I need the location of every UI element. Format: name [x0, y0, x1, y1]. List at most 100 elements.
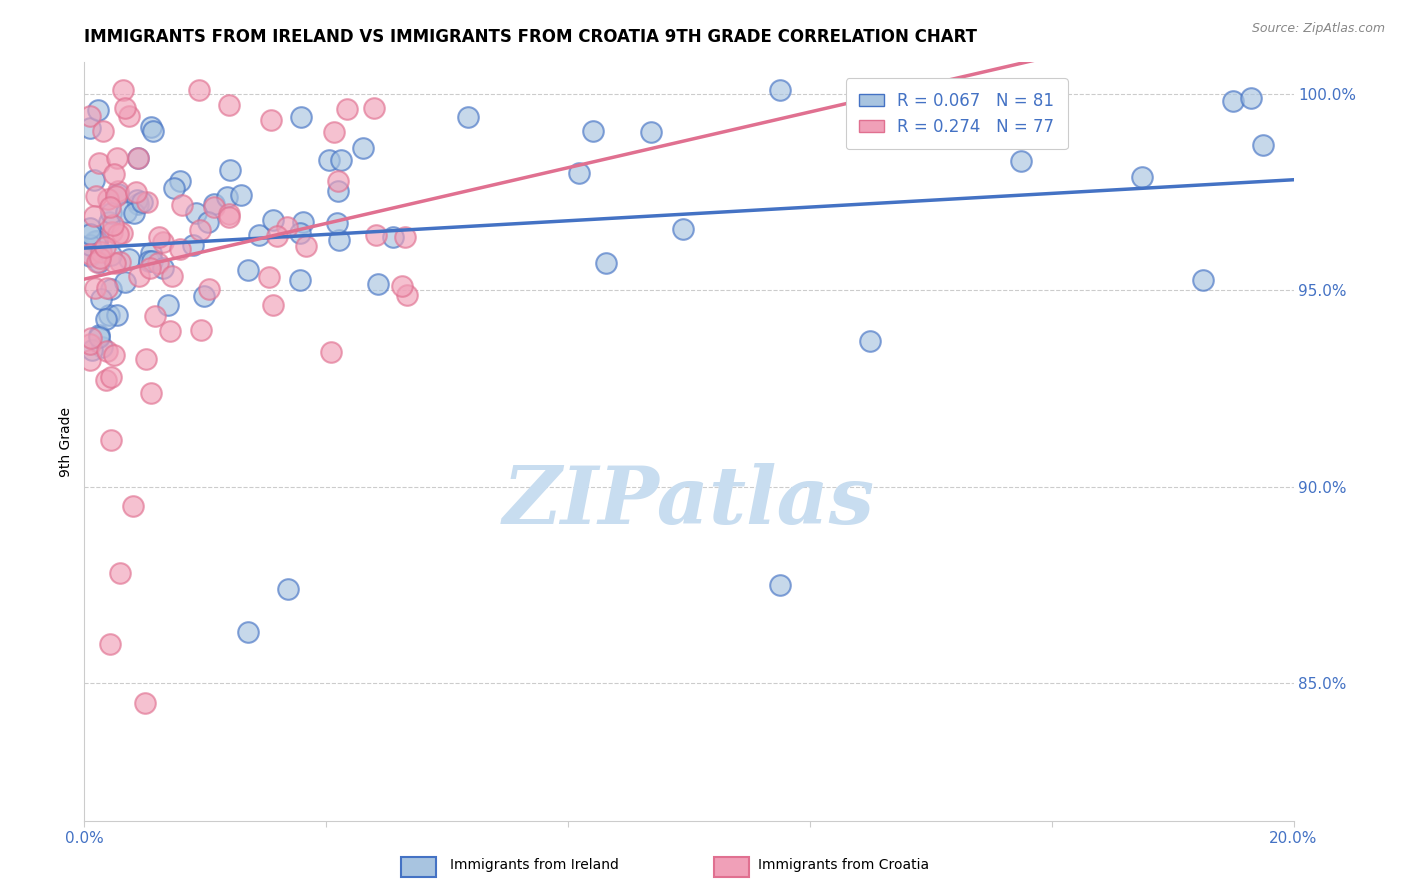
Point — [79, 247, 101, 261]
Point — [141, 253, 163, 268]
Point — [94, 312, 117, 326]
Point — [96, 280, 118, 294]
Point — [90, 244, 112, 259]
Point — [139, 245, 162, 260]
Point — [323, 125, 346, 139]
Point — [111, 83, 134, 97]
Point — [135, 351, 157, 366]
Point — [98, 200, 121, 214]
Point — [156, 298, 179, 312]
Point — [190, 323, 212, 337]
Point — [96, 192, 118, 206]
Point — [291, 215, 314, 229]
Point — [138, 261, 160, 276]
Point — [187, 83, 209, 97]
Point — [336, 103, 359, 117]
Point — [568, 165, 591, 179]
Point — [86, 255, 108, 269]
Point — [80, 331, 103, 345]
Point — [87, 255, 110, 269]
Point — [1130, 170, 1153, 185]
Point — [152, 235, 174, 249]
Point — [1192, 273, 1215, 287]
Text: IMMIGRANTS FROM IRELAND VS IMMIGRANTS FROM CROATIA 9TH GRADE CORRELATION CHART: IMMIGRANTS FROM IRELAND VS IMMIGRANTS FR… — [84, 28, 977, 45]
Point — [219, 162, 242, 177]
Point — [162, 268, 184, 283]
Text: Immigrants from Croatia: Immigrants from Croatia — [758, 858, 929, 872]
Point — [127, 197, 149, 211]
Point — [260, 112, 283, 127]
Point — [231, 187, 253, 202]
Point — [91, 124, 114, 138]
Point — [83, 209, 105, 223]
Point — [141, 385, 163, 400]
Point — [197, 214, 219, 228]
Point — [96, 344, 118, 359]
Point — [104, 256, 127, 270]
Point — [288, 226, 311, 240]
Point — [86, 235, 108, 249]
Point — [103, 218, 125, 232]
Point — [169, 242, 191, 256]
Point — [859, 334, 882, 348]
Point — [236, 262, 259, 277]
Point — [382, 230, 405, 244]
Point — [89, 251, 111, 265]
Point — [79, 336, 101, 351]
Point — [295, 239, 318, 253]
Point — [181, 237, 204, 252]
Point — [218, 207, 240, 221]
Point — [218, 210, 240, 224]
Point — [319, 344, 342, 359]
Point — [218, 97, 240, 112]
Point — [104, 188, 127, 202]
Point — [394, 230, 416, 244]
Point — [127, 151, 149, 165]
Point — [114, 275, 136, 289]
Point — [363, 101, 385, 115]
Point — [103, 347, 125, 361]
Point — [98, 214, 121, 228]
Point — [262, 298, 284, 312]
Text: ZIPatlas: ZIPatlas — [503, 464, 875, 541]
Point — [83, 173, 105, 187]
Point — [276, 219, 298, 234]
Point — [125, 185, 148, 199]
Point — [326, 174, 349, 188]
Point — [262, 212, 284, 227]
Point — [134, 696, 156, 710]
Point — [582, 124, 605, 138]
Point — [111, 226, 134, 240]
Point — [131, 195, 153, 210]
Point — [94, 240, 117, 254]
Text: Immigrants from Ireland: Immigrants from Ireland — [450, 858, 619, 872]
Point — [89, 156, 111, 170]
Point — [87, 327, 110, 342]
Point — [122, 500, 145, 514]
Point — [396, 288, 419, 302]
Point — [202, 196, 225, 211]
Point — [107, 227, 129, 241]
Point — [138, 254, 160, 268]
Point — [143, 309, 166, 323]
Point — [671, 222, 693, 236]
Point — [170, 198, 193, 212]
Point — [118, 109, 141, 123]
Point — [277, 582, 299, 596]
Point — [125, 194, 148, 208]
Point — [1253, 138, 1275, 153]
Point — [79, 352, 101, 367]
Point — [100, 433, 122, 447]
Point — [101, 225, 124, 239]
Point — [1011, 154, 1033, 169]
Point — [266, 229, 288, 244]
Y-axis label: 9th Grade: 9th Grade — [59, 407, 73, 476]
Point — [391, 278, 413, 293]
Point — [142, 124, 165, 138]
Point — [169, 173, 191, 187]
Point — [595, 256, 617, 270]
Point — [352, 141, 374, 155]
Point — [367, 277, 389, 291]
Point — [87, 103, 110, 117]
Point — [330, 153, 353, 167]
